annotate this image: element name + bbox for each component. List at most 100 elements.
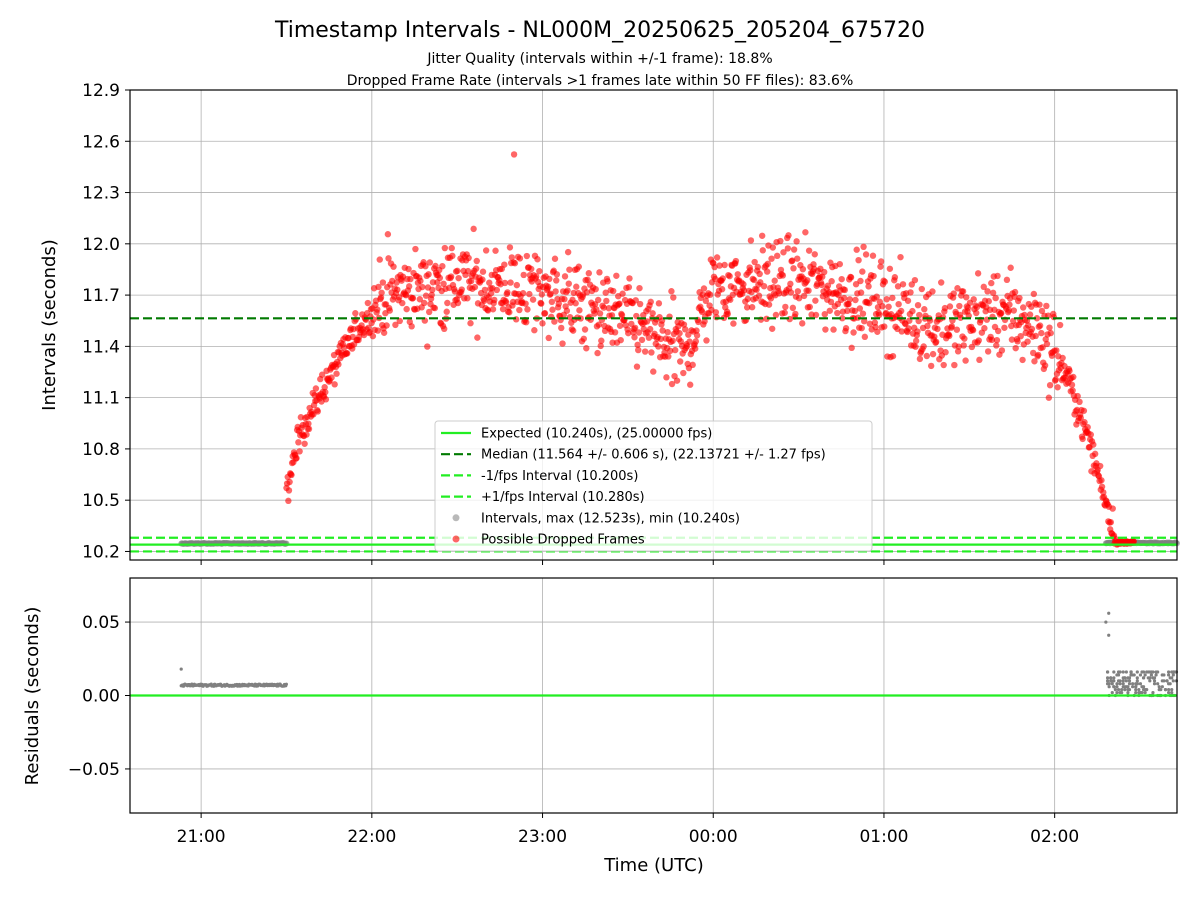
legend-entry: Possible Dropped Frames [452,533,645,548]
legend: Expected (10.240s), (25.00000 fps) Median… [434,420,873,552]
dropped-frame-point [826,307,833,314]
dropped-frame-point [647,298,654,306]
dropped-frame-point [552,288,559,295]
intervals-y-tick-label: 11.1 [82,389,120,409]
dropped-frame-point [920,343,927,350]
dropped-frame-point [603,297,610,305]
dropped-frame-point [444,299,451,307]
dropped-frame-point [364,299,372,307]
dropped-frame-point [1069,387,1076,394]
dropped-frame-point [984,348,992,355]
dropped-frame-point [286,478,293,486]
dropped-frame-point [479,276,486,283]
dropped-frame-point [994,272,1001,280]
dropped-frame-point [419,283,426,291]
dropped-frame-point [464,295,471,302]
dropped-frame-point [1021,311,1028,319]
dropped-frame-point [544,283,552,290]
dropped-frame-point [931,333,938,340]
dropped-frame-point [670,294,677,301]
dropped-frame-point [804,277,811,284]
dropped-frame-point [852,296,859,304]
dropped-frame-point [424,343,431,350]
dropped-frame-point [1059,354,1066,362]
residual-point [1121,679,1125,683]
dropped-frame-point [989,289,997,297]
dropped-frame-point [718,286,726,293]
dropped-frame-point [1046,381,1054,389]
dropped-frame-point [924,322,931,330]
dropped-frame-point [941,304,949,312]
intervals-ticks: 10.2 10.5 10.8 11.1 11.4 11.7 12.0 12.3 12.6 12.9 [82,81,1056,565]
dropped-frame-point [730,320,737,327]
dropped-frame-point [799,265,807,273]
dropped-frame-point [631,324,639,332]
intervals-y-axis-label: Intervals (seconds) [39,239,60,411]
dropped-frame-point [1079,435,1086,443]
dropped-frame-point [576,307,583,314]
dropped-frame-point [513,281,521,289]
dropped-frame-point [1006,301,1013,308]
dropped-frame-point [693,327,700,334]
dropped-frame-point [635,346,642,354]
dropped-frame-point [765,301,773,308]
dropped-frame-point [676,358,684,365]
dropped-frame-point [785,232,792,239]
dropped-frame-point [929,350,937,358]
residuals-axes-frame [129,577,1178,814]
dropped-frame-point [523,319,530,326]
residual-point [1165,679,1169,683]
dropped-frame-point [792,310,799,318]
dropped-frame-points-group [283,151,1137,548]
dropped-frame-point [883,296,890,303]
dropped-frame-point [293,454,300,462]
dropped-frame-point [1068,381,1076,389]
dropped-frame-point [631,334,638,341]
dropped-frame-point [692,345,699,352]
residuals-x-tick-label: 22:00 [347,827,396,847]
dropped-frame-point [454,267,461,275]
dropped-frame-point [719,275,726,282]
dropped-frame-point [555,300,562,307]
dropped-frame-point [553,277,560,284]
residual-point [1134,688,1138,692]
dropped-frame-point [303,431,310,438]
dropped-frame-point [407,275,414,283]
dropped-frame-point [918,285,925,293]
residual-point [1148,676,1152,680]
dropped-frame-point [441,244,449,252]
dropped-frame-point [632,297,639,304]
dropped-frame-point [827,298,835,306]
chart-subtitle-line-2: Dropped Frame Rate (intervals >1 frames … [347,73,854,89]
dropped-frame-point [812,297,819,304]
residual-point [1135,679,1139,683]
residual-point [1109,676,1113,680]
dropped-frame-point [641,348,649,355]
dropped-frame-point [973,309,980,317]
dropped-frame-point [879,303,886,310]
dropped-frame-point [594,349,601,357]
dropped-frame-point [451,288,459,295]
dropped-frame-point [600,304,608,311]
dropped-frame-point [866,299,873,307]
dropped-frame-point [425,308,433,316]
dropped-frame-point [862,251,870,258]
dropped-frame-point [634,341,641,349]
dropped-frame-point [1053,347,1060,354]
dropped-frame-point [889,352,897,360]
dropped-frame-point [914,301,922,309]
dropped-frame-point [934,325,941,333]
residual-point [1167,688,1171,692]
dropped-frame-point [1039,344,1046,351]
dropped-frame-point [1003,276,1011,284]
dropped-frame-point [643,318,651,325]
residual-point [1154,673,1158,677]
dropped-frame-point [836,260,843,268]
dropped-frame-point [713,313,720,321]
dropped-frame-point [857,277,864,285]
dropped-frame-point [659,327,666,334]
dropped-frame-point [1038,329,1045,337]
dropped-frame-point [914,328,921,335]
residual-point [1162,673,1166,677]
residual-point [1127,676,1132,680]
